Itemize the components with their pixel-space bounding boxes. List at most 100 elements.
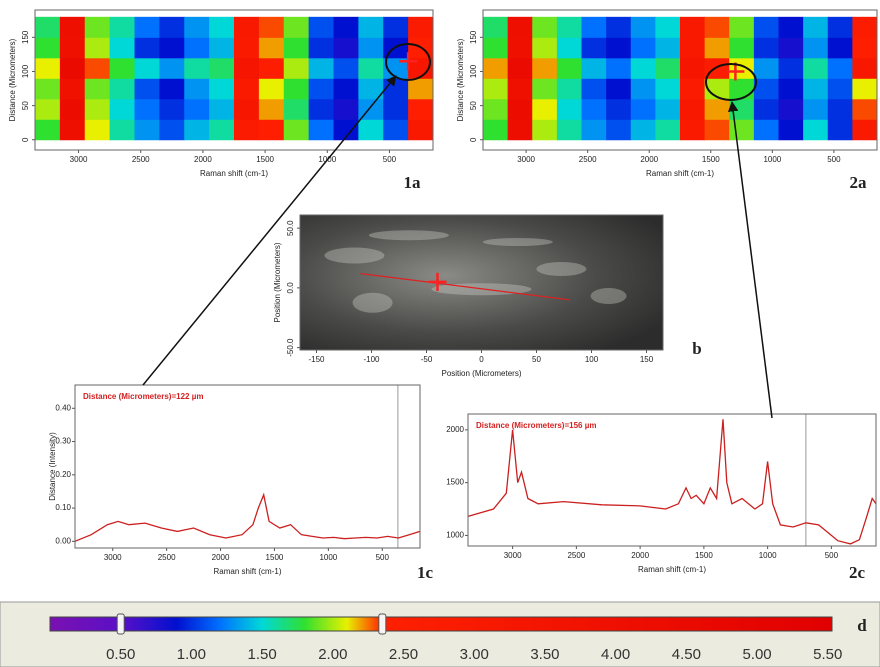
heatmap-cell	[358, 37, 384, 59]
heatmap-cell	[753, 16, 779, 38]
x-tick-label: 150	[640, 355, 654, 364]
heatmap-cell	[778, 98, 804, 120]
y-tick-label: 100	[469, 64, 478, 78]
plot-frame	[482, 9, 878, 151]
x-tick-label: 500	[376, 553, 390, 562]
heatmap-cell	[655, 78, 681, 100]
heatmap-cell	[84, 119, 111, 141]
x-tick-label: 2000	[212, 553, 230, 562]
heatmap-cell	[507, 37, 533, 59]
annotation: Distance (Micrometers)=156 µm	[476, 421, 596, 430]
x-tick-label: -100	[363, 355, 380, 364]
x-tick-label: 1000	[319, 553, 337, 562]
heatmap-cell	[184, 119, 210, 141]
plot-frame	[74, 384, 421, 549]
heatmap-cell	[803, 119, 829, 141]
y-tick-label: 0.00	[55, 536, 71, 545]
micrograph-feature	[368, 230, 449, 241]
heatmap-cell	[408, 57, 434, 79]
heatmap-cell	[159, 78, 185, 100]
heatmap-cell	[852, 57, 878, 79]
heatmap-cell	[532, 119, 558, 141]
heatmap-cell	[556, 119, 582, 141]
heatmap-cell	[753, 98, 779, 120]
colorbar-tick-label: 3.50	[530, 646, 559, 663]
heatmap-cell	[109, 119, 135, 141]
panel-label: 2c	[849, 563, 866, 582]
heatmap-cell	[483, 16, 509, 38]
heatmap-cell	[184, 78, 210, 100]
heatmap-cell	[630, 57, 656, 79]
x-tick-label: 1500	[695, 551, 713, 560]
heatmap-cell	[778, 37, 804, 59]
heatmap-cell	[234, 57, 260, 79]
heatmap-cell	[655, 98, 681, 120]
heatmap-cell	[581, 78, 607, 100]
x-axis-label: Raman shift (cm-1)	[638, 565, 706, 574]
heatmap-cell	[680, 98, 706, 120]
heatmap-cell	[159, 16, 185, 38]
slider[interactable]	[116, 613, 125, 635]
heatmap-cell	[283, 37, 310, 59]
heatmap-cell	[35, 119, 61, 141]
colorbar-tick-label: 0.50	[106, 646, 135, 663]
x-tick-label: 500	[383, 155, 397, 164]
heatmap-cell	[358, 78, 384, 100]
heatmap-cell	[184, 57, 210, 79]
micrograph-feature	[324, 247, 385, 264]
x-tick-label: 500	[825, 551, 839, 560]
cursor-cross	[428, 272, 447, 291]
heatmap-cell	[483, 57, 509, 79]
heatmap-cell	[655, 119, 681, 141]
colorbar-tick-label: 4.50	[672, 646, 701, 663]
heatmap-cell	[532, 78, 558, 100]
micrograph-feature	[482, 238, 553, 246]
y-tick-label: 100	[21, 64, 30, 78]
heatmap-cell	[556, 57, 582, 79]
heatmap-cell	[383, 78, 409, 100]
heatmap-cell	[258, 37, 285, 59]
plot-frame	[299, 214, 664, 351]
heatmap-cell	[483, 98, 509, 120]
heatmap-cell	[333, 16, 359, 38]
heatmap-cell	[852, 16, 878, 38]
heatmap-cell	[606, 37, 632, 59]
y-axis-label: Position (Micrometers)	[273, 242, 282, 322]
heatmap-cell	[729, 78, 755, 100]
heatmap-cell	[383, 119, 409, 141]
heatmap-cell	[507, 57, 533, 79]
x-tick-label: 2000	[640, 155, 658, 164]
heatmap-cell	[606, 16, 632, 38]
heatmap-cell	[109, 98, 135, 120]
heatmap-cell	[383, 16, 409, 38]
heatmap-cell	[59, 57, 86, 79]
heatmap-cell	[827, 16, 853, 38]
y-tick-label: 0	[21, 137, 30, 142]
heatmap-cell	[283, 78, 310, 100]
x-tick-label: 1000	[763, 155, 781, 164]
heatmap-cell	[209, 78, 235, 100]
heatmap-cell	[308, 37, 334, 59]
heatmap-cell	[704, 98, 730, 120]
heatmap-cell	[383, 98, 409, 120]
heatmap-cell	[134, 16, 160, 38]
heatmap-cell	[827, 57, 853, 79]
colorbar-tick-label: 1.50	[248, 646, 277, 663]
heatmap-cell	[827, 37, 853, 59]
heatmap-cell	[333, 37, 359, 59]
heatmap-cell	[84, 98, 111, 120]
heatmap-cell	[704, 57, 730, 79]
panel-label: 2a	[850, 173, 868, 192]
heatmap-cell	[84, 16, 111, 38]
heatmap-cell	[59, 37, 86, 59]
heatmap-cell	[358, 119, 384, 141]
highlight-circle	[705, 63, 757, 101]
panel-label: b	[692, 339, 701, 358]
slider[interactable]	[378, 613, 387, 635]
heatmap-cell	[283, 57, 310, 79]
heatmap-cell	[753, 78, 779, 100]
heatmap-cell	[35, 98, 61, 120]
heatmap-cell	[827, 98, 853, 120]
heatmap-cell	[84, 37, 111, 59]
